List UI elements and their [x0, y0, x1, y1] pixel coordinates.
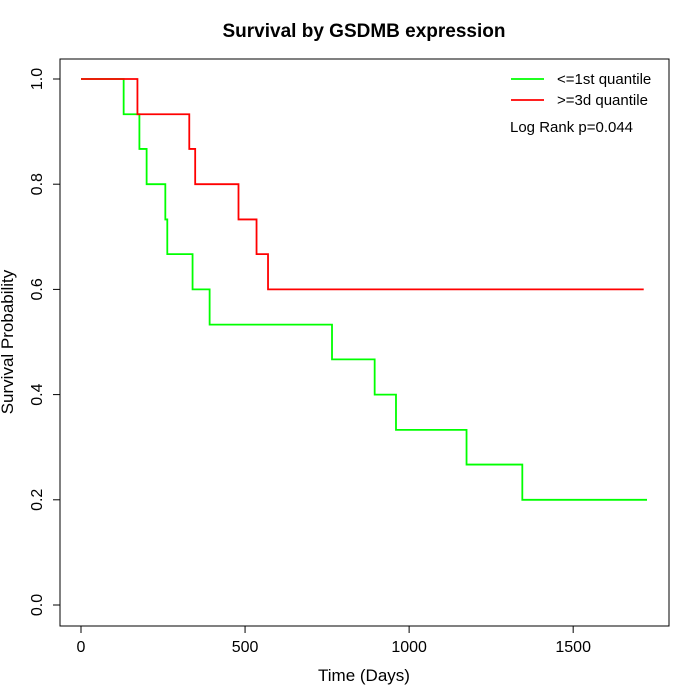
- x-axis: 0 500 1000 1500: [77, 625, 591, 656]
- y-axis: 0.0 0.2 0.4 0.6 0.8 1.0: [29, 68, 61, 616]
- legend-label: >=3d quantile: [557, 92, 648, 109]
- x-tick-label: 1500: [555, 639, 591, 656]
- y-tick-label: 0.2: [29, 489, 46, 511]
- legend-label: <=1st quantile: [557, 71, 651, 88]
- legend: <=1st quantile >=3d quantile: [511, 71, 651, 109]
- y-tick-label: 0.0: [29, 594, 46, 616]
- x-tick-label: 1000: [391, 639, 427, 656]
- survival-curve-low-quantile: [81, 78, 647, 501]
- y-tick-label: 0.8: [29, 173, 46, 195]
- x-axis-label: Time (Days): [318, 666, 410, 685]
- y-tick-label: 0.4: [29, 383, 46, 405]
- x-tick-label: 500: [232, 639, 259, 656]
- log-rank-annotation: Log Rank p=0.044: [510, 119, 633, 136]
- y-axis-label: Survival Probability: [0, 269, 17, 414]
- y-tick-label: 0.6: [29, 278, 46, 300]
- plot-frame: [59, 58, 670, 627]
- x-tick-label: 0: [77, 639, 86, 656]
- chart-title: Survival by GSDMB expression: [223, 21, 506, 42]
- y-tick-label: 1.0: [29, 68, 46, 90]
- survival-curve-high-quantile: [81, 78, 644, 291]
- series-layer: [81, 78, 647, 501]
